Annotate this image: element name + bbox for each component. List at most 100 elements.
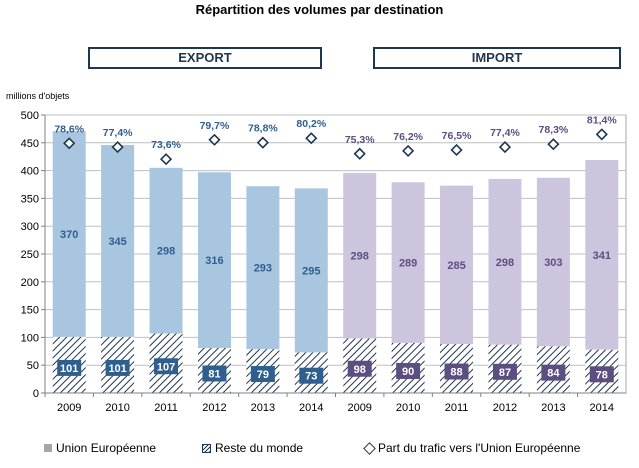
bar-union-europeenne — [343, 172, 377, 339]
share-marker — [111, 141, 124, 154]
share-marker — [63, 137, 76, 150]
share-marker — [547, 138, 560, 151]
data-label-rm: 101 — [108, 363, 126, 375]
data-label-box-rm — [541, 364, 566, 381]
data-label-rm: 87 — [499, 367, 511, 379]
share-marker — [159, 153, 173, 166]
y-tick-label: 300 — [21, 221, 39, 233]
data-label-rm: 73 — [305, 371, 317, 383]
share-label: 75,3% — [345, 134, 375, 146]
y-tick-label: 150 — [21, 305, 39, 317]
data-label-box-rm — [250, 366, 275, 383]
legend-label-ue: Union Européenne — [56, 441, 157, 455]
data-label-rm: 88 — [450, 367, 462, 379]
share-marker — [353, 147, 366, 160]
x-tick-label: 2014 — [299, 402, 323, 414]
share-marker — [498, 141, 512, 154]
export-group-label: EXPORT — [88, 47, 322, 69]
legend-swatch-part — [363, 441, 376, 455]
data-label-rm: 101 — [60, 363, 78, 375]
share-label: 77,4% — [490, 127, 520, 139]
bar-union-europeenne — [391, 182, 425, 343]
data-label-box-rm — [589, 366, 614, 383]
share-label: 76,2% — [393, 131, 423, 143]
data-label-ue: 285 — [447, 260, 465, 272]
data-label-rm: 78 — [596, 369, 608, 381]
legend-label-rm: Reste du monde — [215, 441, 304, 455]
chart-title: Répartition des volumes par destination — [195, 2, 444, 17]
y-tick-label: 250 — [21, 249, 39, 261]
bar-union-europeenne — [101, 145, 135, 337]
data-label-box-rm — [396, 362, 421, 379]
data-label-rm: 79 — [257, 369, 269, 381]
bar-union-europeenne — [585, 160, 619, 350]
x-tick-label: 2009 — [347, 402, 371, 414]
y-tick-label: 500 — [21, 110, 39, 122]
x-tick-label: 2010 — [105, 402, 129, 414]
data-label-ue: 370 — [60, 229, 78, 241]
share-label: 79,7% — [200, 120, 230, 132]
share-marker — [305, 132, 318, 145]
y-tick-label: 450 — [21, 138, 39, 150]
x-tick-label: 2012 — [202, 402, 226, 414]
x-tick-label: 2009 — [57, 402, 81, 414]
legend-swatch-ue — [44, 444, 52, 452]
x-tick-label: 2013 — [541, 402, 565, 414]
y-tick-label: 400 — [21, 166, 39, 178]
data-label-ue: 316 — [205, 255, 223, 267]
y-tick-label: 200 — [21, 277, 39, 289]
data-label-rm: 98 — [354, 364, 366, 376]
data-label-box-rm — [299, 367, 324, 384]
share-marker — [450, 143, 463, 157]
bar-union-europeenne — [52, 131, 86, 337]
legend-label-part: Part du trafic vers l'Union Européenne — [378, 441, 581, 455]
data-label-box-rm — [347, 360, 372, 377]
legend-item-rm: Reste du monde — [202, 441, 303, 455]
data-label-ue: 341 — [593, 250, 611, 262]
data-label-box-rm — [105, 359, 130, 376]
stacked-bar-chart: 370 101 78,6% 345 101 77,4% 298 107 73,6% 316 81 79… — [21, 110, 627, 414]
data-label-ue: 298 — [157, 246, 175, 258]
bar-union-europeenne — [536, 177, 570, 347]
share-marker — [256, 136, 269, 149]
y-axis-units: millions d'objets — [6, 91, 70, 101]
data-label-ue: 295 — [302, 265, 320, 277]
data-label-ue: 303 — [544, 257, 562, 269]
import-group-label: IMPORT — [373, 47, 621, 69]
data-label-rm: 81 — [208, 368, 220, 380]
data-label-ue: 293 — [254, 263, 272, 275]
share-label: 78,6% — [54, 123, 84, 135]
data-label-box-rm — [57, 359, 82, 376]
share-label: 76,5% — [442, 130, 472, 142]
bar-union-europeenne — [149, 167, 183, 334]
y-tick-label: 0 — [33, 388, 39, 400]
data-label-ue: 298 — [496, 257, 514, 269]
bar-union-europeenne — [488, 178, 522, 345]
data-label-box-rm — [154, 358, 179, 375]
share-label: 78,3% — [538, 124, 568, 136]
y-tick-label: 50 — [27, 360, 39, 372]
x-tick-label: 2011 — [154, 402, 178, 414]
bar-union-europeenne — [246, 186, 280, 350]
data-label-ue: 298 — [351, 251, 369, 263]
bar-union-europeenne — [440, 185, 474, 345]
share-marker — [208, 133, 221, 146]
legend-item-ue: Union Européenne — [44, 441, 156, 455]
bar-union-europeenne — [197, 172, 231, 348]
share-label: 77,4% — [103, 127, 133, 139]
data-label-ue: 289 — [399, 258, 417, 270]
legend-swatch-rm — [202, 443, 211, 453]
x-tick-label: 2012 — [493, 402, 517, 414]
data-label-box-rm — [492, 363, 517, 380]
data-label-ue: 345 — [108, 236, 126, 248]
share-label: 81,4% — [587, 114, 617, 126]
x-tick-label: 2013 — [251, 402, 275, 414]
share-label: 73,6% — [151, 139, 181, 151]
y-tick-label: 350 — [21, 193, 39, 205]
share-label: 78,8% — [248, 123, 278, 135]
legend-item-part: Part du trafic vers l'Union Européenne — [363, 441, 580, 455]
share-marker — [402, 144, 415, 157]
data-label-rm: 84 — [547, 368, 560, 380]
x-tick-label: 2011 — [445, 402, 469, 414]
data-label-box-rm — [444, 363, 469, 380]
